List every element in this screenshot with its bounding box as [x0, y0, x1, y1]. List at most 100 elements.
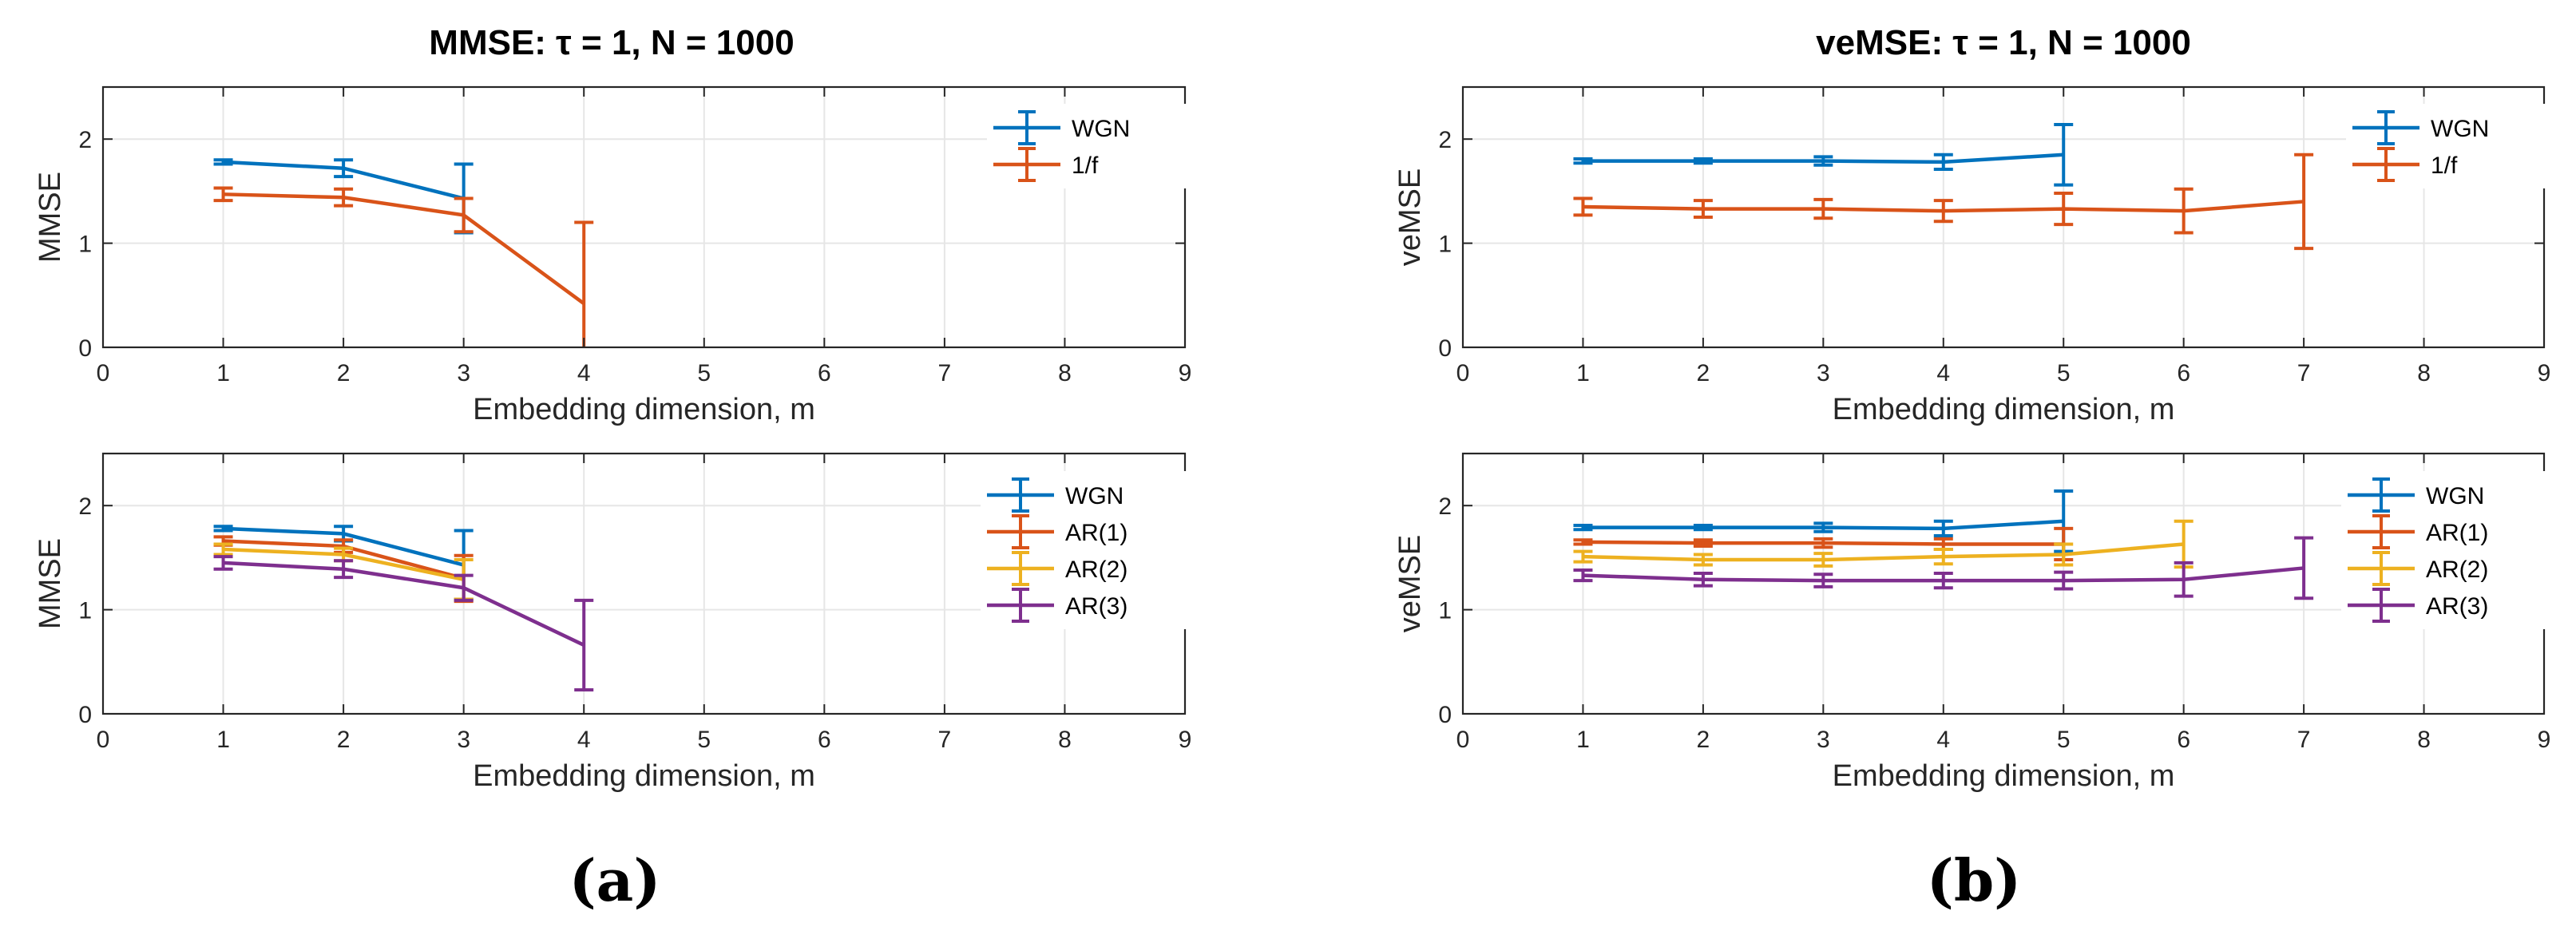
error-bar: [1813, 537, 1833, 549]
series-wgn: [1573, 122, 2074, 187]
legend-label: WGN: [2431, 116, 2489, 142]
x-tick-label: 2: [1697, 727, 1710, 753]
x-tick-label: 4: [577, 360, 591, 386]
x-tick-label: 4: [1936, 727, 1950, 753]
legend-label: AR(1): [2426, 520, 2488, 546]
legend-entry-ar-1: AR(1): [2348, 514, 2488, 549]
x-tick-label: 7: [2297, 727, 2311, 753]
chart-title: veMSE: τ = 1, N = 1000: [1816, 23, 2191, 62]
error-bar: [334, 158, 354, 179]
error-bar: [2054, 542, 2074, 567]
legend-entry-1-f: 1/f: [2352, 147, 2458, 182]
y-axis-label: MMSE: [34, 172, 67, 263]
y-axis-label: veMSE: [1393, 535, 1427, 632]
legend-entry-ar-1: AR(1): [987, 514, 1127, 549]
x-axis-label: Embedding dimension, m: [1833, 393, 2175, 426]
series-wgn: [1573, 489, 2074, 553]
x-tick-label: 5: [2057, 727, 2071, 753]
y-tick-label: 2: [78, 127, 92, 153]
x-tick-label: 0: [1456, 727, 1470, 753]
legend-label: AR(3): [1065, 593, 1127, 620]
legend-label: WGN: [2426, 483, 2484, 509]
legend: WGN 1/f: [987, 104, 1187, 188]
x-tick-label: 5: [697, 727, 711, 753]
error-bar: [1573, 196, 1593, 217]
error-bar: [1813, 197, 1833, 220]
panel-label-a: (a): [569, 846, 661, 914]
x-tick-label: 9: [2538, 360, 2551, 386]
y-tick-label: 2: [78, 493, 92, 520]
x-tick-label: 5: [697, 360, 711, 386]
x-tick-label: 1: [216, 727, 230, 753]
error-bar: [213, 555, 233, 571]
error-bar: [1933, 571, 1953, 590]
axes-box: [1461, 85, 2546, 349]
x-tick-label: 5: [2057, 360, 2071, 386]
series-line-1-f: [223, 192, 585, 306]
legend-entry-wgn: WGN: [993, 110, 1130, 145]
x-tick-label: 9: [1179, 360, 1192, 386]
legend-label: AR(3): [2426, 593, 2488, 620]
y-tick-label: 2: [1438, 127, 1452, 153]
error-bar: [1813, 572, 1833, 588]
error-bar: [1933, 153, 1953, 172]
x-tick-label: 1: [216, 360, 230, 386]
x-tick-label: 6: [818, 727, 831, 753]
legend: WGN AR(1) AR(2) AR(3): [2341, 471, 2546, 629]
x-axis-label: Embedding dimension, m: [1833, 759, 2175, 793]
x-tick-label: 6: [2177, 727, 2190, 753]
x-tick-label: 7: [2297, 360, 2311, 386]
y-tick-label: 1: [78, 232, 92, 258]
series-group: [1573, 122, 2314, 251]
error-bar: [213, 158, 233, 166]
y-tick-label: 1: [1438, 598, 1452, 624]
x-tick-label: 2: [337, 360, 351, 386]
legend-entry-ar-2: AR(2): [2348, 551, 2488, 586]
error-bar: [2294, 536, 2314, 600]
error-bar: [2174, 561, 2194, 598]
chart-a-bottom: 0 1 2 3 4 5 6 7 8 9 0 1 2 Embedding dimension, m MMSE W…: [34, 452, 1191, 793]
series-ar-3: [213, 555, 594, 692]
legend-box: [987, 104, 1187, 188]
series-line-ar-3: [223, 561, 585, 647]
error-bar: [213, 525, 233, 533]
legend-label: 1/f: [2431, 153, 2458, 179]
error-bar: [1693, 523, 1713, 532]
legend-entry-ar-3: AR(3): [2348, 588, 2488, 623]
x-tick-label: 3: [1817, 727, 1830, 753]
series-group: [213, 525, 594, 692]
x-tick-label: 6: [2177, 360, 2190, 386]
x-tick-label: 2: [337, 727, 351, 753]
y-axis-label: MMSE: [34, 538, 67, 629]
error-bar: [1693, 571, 1713, 588]
legend-entry-wgn: WGN: [987, 477, 1124, 513]
series-1-f: [213, 186, 594, 347]
error-bar: [454, 196, 474, 234]
y-tick-label: 2: [1438, 493, 1452, 520]
series-group: [213, 158, 594, 347]
error-bar: [2054, 122, 2074, 187]
legend-label: 1/f: [1072, 153, 1099, 179]
x-tick-label: 2: [1697, 360, 1710, 386]
error-bar: [1933, 547, 1953, 566]
x-tick-label: 8: [2417, 360, 2431, 386]
error-bar: [1813, 521, 1833, 533]
x-tick-label: 3: [457, 727, 470, 753]
y-tick-label: 1: [1438, 232, 1452, 258]
error-bar: [2054, 570, 2074, 591]
y-tick-label: 0: [78, 335, 92, 362]
x-tick-label: 0: [97, 727, 110, 753]
x-tick-label: 0: [1456, 360, 1470, 386]
x-tick-label: 9: [2538, 727, 2551, 753]
x-tick-label: 3: [457, 360, 470, 386]
y-tick-label: 1: [78, 598, 92, 624]
x-tick-label: 7: [938, 727, 952, 753]
legend: WGN 1/f: [2346, 104, 2546, 188]
legend-entry-wgn: WGN: [2352, 110, 2489, 145]
error-bar: [1573, 538, 1593, 546]
legend-entry-wgn: WGN: [2348, 477, 2484, 513]
x-axis-label: Embedding dimension, m: [473, 759, 815, 793]
error-bar: [2054, 192, 2074, 227]
error-bar: [1933, 519, 1953, 538]
